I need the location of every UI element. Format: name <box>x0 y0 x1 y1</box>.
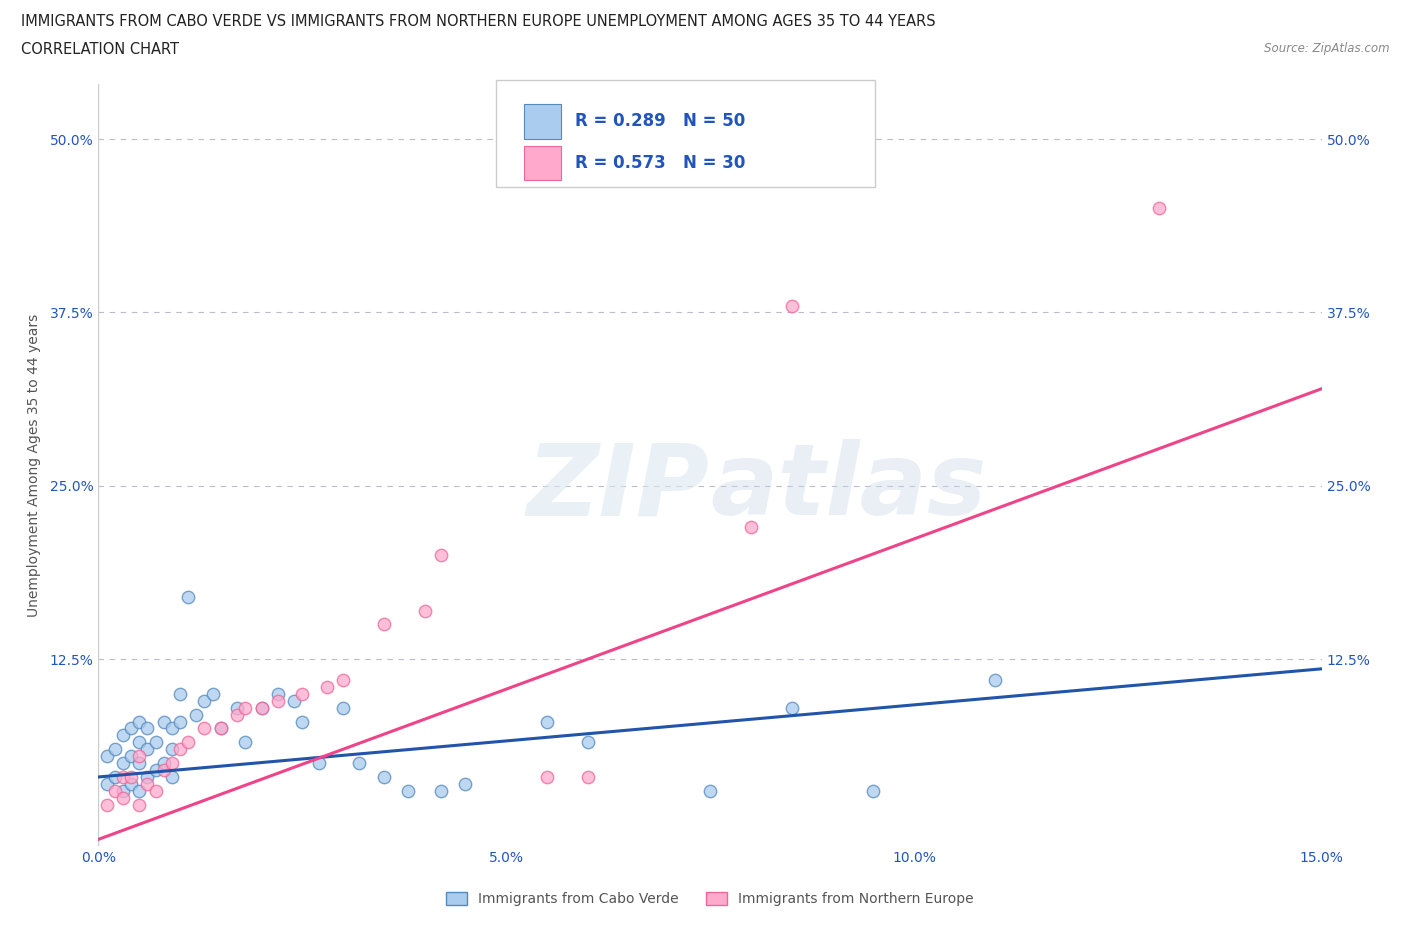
Point <box>396 783 419 798</box>
Point <box>145 783 167 798</box>
Point <box>430 548 453 563</box>
Text: atlas: atlas <box>710 439 987 537</box>
Point <box>104 783 127 798</box>
Point <box>250 700 273 715</box>
Point <box>104 769 127 784</box>
Point <box>177 735 200 750</box>
Point <box>430 783 453 798</box>
Point <box>226 707 249 722</box>
Point <box>1147 201 1170 216</box>
Point <box>145 735 167 750</box>
Point <box>152 756 174 771</box>
Point <box>169 714 191 729</box>
Point <box>136 742 159 757</box>
FancyBboxPatch shape <box>524 104 561 139</box>
Point <box>193 721 215 736</box>
Point <box>250 700 273 715</box>
Point <box>373 769 395 784</box>
Point <box>136 721 159 736</box>
Point <box>413 604 436 618</box>
Point <box>349 756 371 771</box>
Point <box>780 700 803 715</box>
Point <box>332 672 354 687</box>
Point <box>308 756 330 771</box>
Point <box>120 721 142 736</box>
Text: IMMIGRANTS FROM CABO VERDE VS IMMIGRANTS FROM NORTHERN EUROPE UNEMPLOYMENT AMONG: IMMIGRANTS FROM CABO VERDE VS IMMIGRANTS… <box>21 14 936 29</box>
Point <box>96 749 118 764</box>
FancyBboxPatch shape <box>496 80 875 187</box>
Point <box>169 686 191 701</box>
Point <box>128 783 150 798</box>
Point <box>111 783 134 798</box>
Point <box>111 756 134 771</box>
Point <box>104 742 127 757</box>
Point <box>536 769 558 784</box>
FancyBboxPatch shape <box>524 146 561 180</box>
Point <box>576 735 599 750</box>
Text: R = 0.289   N = 50: R = 0.289 N = 50 <box>575 113 745 130</box>
Point <box>111 728 134 743</box>
Point <box>136 769 159 784</box>
Point <box>576 769 599 784</box>
Point <box>283 693 305 708</box>
Point <box>120 777 142 791</box>
Point <box>740 520 762 535</box>
Point <box>267 693 290 708</box>
Point <box>332 700 354 715</box>
Point <box>128 797 150 812</box>
Point <box>226 700 249 715</box>
Point <box>160 769 183 784</box>
Point <box>160 721 183 736</box>
Point <box>233 700 256 715</box>
Point <box>152 714 174 729</box>
Point <box>186 707 208 722</box>
Point <box>111 769 134 784</box>
Point <box>96 777 118 791</box>
Point <box>373 617 395 631</box>
Point <box>201 686 224 701</box>
Point <box>291 714 314 729</box>
Text: CORRELATION CHART: CORRELATION CHART <box>21 42 179 57</box>
Point <box>128 714 150 729</box>
Text: Source: ZipAtlas.com: Source: ZipAtlas.com <box>1264 42 1389 55</box>
Point <box>160 742 183 757</box>
Point <box>120 769 142 784</box>
Y-axis label: Unemployment Among Ages 35 to 44 years: Unemployment Among Ages 35 to 44 years <box>27 313 41 617</box>
Text: R = 0.573   N = 30: R = 0.573 N = 30 <box>575 154 745 172</box>
Point <box>780 299 803 313</box>
Point <box>128 749 150 764</box>
Point <box>233 735 256 750</box>
Point <box>699 783 721 798</box>
Point <box>111 790 134 805</box>
Point <box>193 693 215 708</box>
Point <box>160 756 183 771</box>
Point <box>862 783 884 798</box>
Point <box>536 714 558 729</box>
Point <box>128 735 150 750</box>
Point <box>315 680 337 695</box>
Point <box>209 721 232 736</box>
Point <box>152 763 174 777</box>
Point <box>120 749 142 764</box>
Legend: Immigrants from Cabo Verde, Immigrants from Northern Europe: Immigrants from Cabo Verde, Immigrants f… <box>440 886 980 911</box>
Point <box>128 756 150 771</box>
Point <box>169 742 191 757</box>
Point <box>177 590 200 604</box>
Point <box>267 686 290 701</box>
Point <box>145 763 167 777</box>
Point <box>96 797 118 812</box>
Point <box>291 686 314 701</box>
Point <box>209 721 232 736</box>
Text: ZIP: ZIP <box>527 439 710 537</box>
Point <box>136 777 159 791</box>
Point <box>984 672 1007 687</box>
Point <box>454 777 477 791</box>
